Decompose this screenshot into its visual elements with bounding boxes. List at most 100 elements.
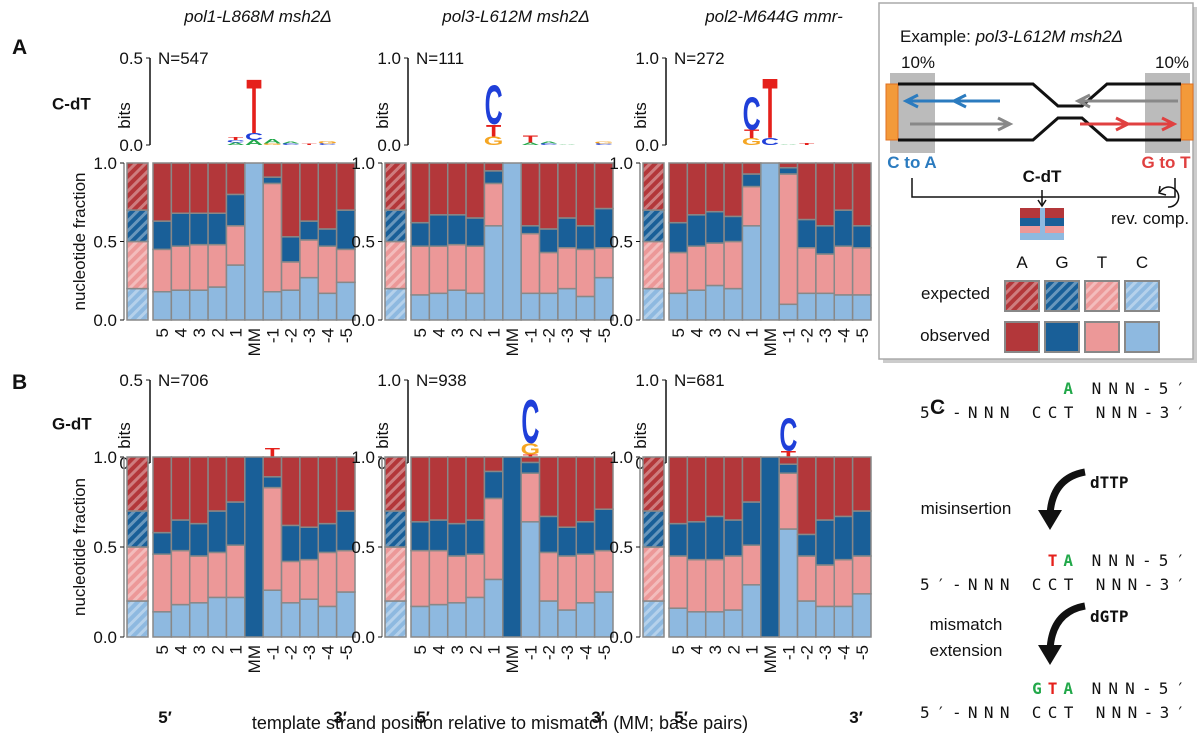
expected-segment — [642, 510, 665, 548]
x-tick-label: -3 — [816, 645, 835, 660]
y-tick-label: 1.0 — [377, 371, 401, 390]
bar-segment — [538, 162, 559, 230]
x-tick-label: 3 — [190, 328, 209, 337]
bar-segment — [244, 456, 264, 638]
bar-segment — [170, 549, 191, 606]
bar-segment — [796, 600, 817, 638]
x-tick-label: -4 — [576, 645, 595, 660]
bar-segment — [593, 456, 614, 510]
y-tick-label: 1.0 — [635, 371, 659, 390]
x-tick-label: 2 — [466, 645, 485, 654]
logo-letter: C — [595, 143, 613, 146]
legend-label: T — [1097, 253, 1107, 272]
bar-segment — [704, 515, 725, 561]
bar-segment — [760, 162, 780, 321]
bar-segment — [262, 182, 283, 293]
expected-segment — [384, 510, 407, 548]
logo-letter: C — [318, 143, 336, 146]
bar-segment — [557, 217, 578, 249]
logo-letter: C — [227, 139, 245, 143]
bar-segment — [815, 519, 836, 566]
x-tick-label: 4 — [172, 328, 191, 337]
x-tick-label: 5 — [153, 328, 172, 337]
primer-tail: NNN-5′ — [1092, 551, 1186, 570]
x-tick-label: -1 — [779, 328, 798, 343]
x-tick-label: -1 — [779, 645, 798, 660]
logo-letter: A — [227, 142, 245, 146]
end-label: 5′ — [674, 708, 688, 727]
logo-letter: T — [246, 64, 261, 150]
bar-segment — [483, 162, 504, 172]
y-tick-label: 0.0 — [635, 136, 659, 155]
bar-segment — [152, 553, 173, 613]
adapter — [885, 83, 899, 141]
x-tick-label: -3 — [300, 645, 319, 660]
expected-segment — [384, 456, 407, 512]
bar-segment — [152, 248, 173, 293]
bar-segment — [225, 596, 246, 638]
bar-segment — [465, 553, 486, 599]
diagram-title: Example: pol3-L612M msh2Δ — [900, 27, 1123, 46]
bar-segment — [465, 292, 486, 321]
bar-segment — [152, 456, 173, 534]
bar-segment — [483, 182, 504, 227]
bar-segment — [520, 162, 541, 227]
reaction-arrow-head — [1038, 645, 1062, 665]
reaction-label: mismatch — [930, 615, 1003, 634]
bar-segment — [262, 476, 283, 489]
y-tick-label: 1.0 — [93, 154, 117, 173]
x-tick-label: -4 — [318, 328, 337, 343]
sample-size: N=111 — [416, 49, 464, 68]
bar-segment — [502, 162, 522, 321]
bar-segment — [520, 461, 541, 474]
bar-segment — [317, 245, 338, 295]
bar-segment — [170, 603, 191, 638]
bracket — [911, 178, 1176, 198]
sample-size: N=272 — [674, 49, 725, 68]
expected-segment — [384, 162, 407, 211]
x-tick-label: -5 — [853, 328, 872, 343]
bar-segment — [207, 456, 228, 512]
bar-segment — [410, 521, 431, 552]
x-tick-label: 3 — [448, 328, 467, 337]
bar-segment — [778, 463, 799, 474]
bar-segment — [851, 247, 872, 296]
bar-segment — [815, 456, 836, 521]
bar-segment — [815, 225, 836, 255]
primer-base: A — [1063, 379, 1073, 398]
bar-segment — [483, 456, 504, 473]
bar-segment — [483, 170, 504, 185]
bar-segment — [796, 533, 817, 557]
y-tick-label: 0.5 — [351, 233, 375, 252]
expected-segment — [642, 287, 665, 321]
bar-segment — [410, 162, 431, 224]
bar-segment — [575, 456, 596, 523]
x-tick-label: 2 — [724, 328, 743, 337]
expected-segment — [642, 240, 665, 290]
arrow-head — [1115, 116, 1132, 132]
x-tick-label: 5 — [411, 645, 430, 654]
logo-letter: C — [540, 143, 558, 146]
template-strand: 5′-NNN CCT NNN-3′ — [920, 703, 1185, 722]
y-tick-label: 0.0 — [93, 628, 117, 647]
expected-segment — [384, 546, 407, 602]
x-tick-label: 1 — [485, 645, 504, 654]
y-tick-label: 0.0 — [119, 136, 143, 155]
bar-segment — [483, 470, 504, 500]
x-tick-label: 4 — [430, 645, 449, 654]
y-tick-label: 0.5 — [119, 371, 143, 390]
x-tick-label: -4 — [834, 645, 853, 660]
bar-segment — [723, 287, 744, 321]
x-tick-label: 4 — [688, 645, 707, 654]
bar-segment — [446, 214, 467, 246]
dna-strand — [898, 116, 1181, 142]
bar-segment — [465, 217, 486, 247]
bar-segment — [668, 221, 689, 254]
y-tick-label: 0.5 — [93, 233, 117, 252]
bar-segment — [317, 162, 338, 230]
panel-label: C — [930, 396, 945, 419]
logo-letter: G — [263, 143, 282, 146]
x-tick-label: 5 — [153, 645, 172, 654]
bar-segment — [280, 602, 301, 638]
bar-segment — [188, 602, 209, 638]
